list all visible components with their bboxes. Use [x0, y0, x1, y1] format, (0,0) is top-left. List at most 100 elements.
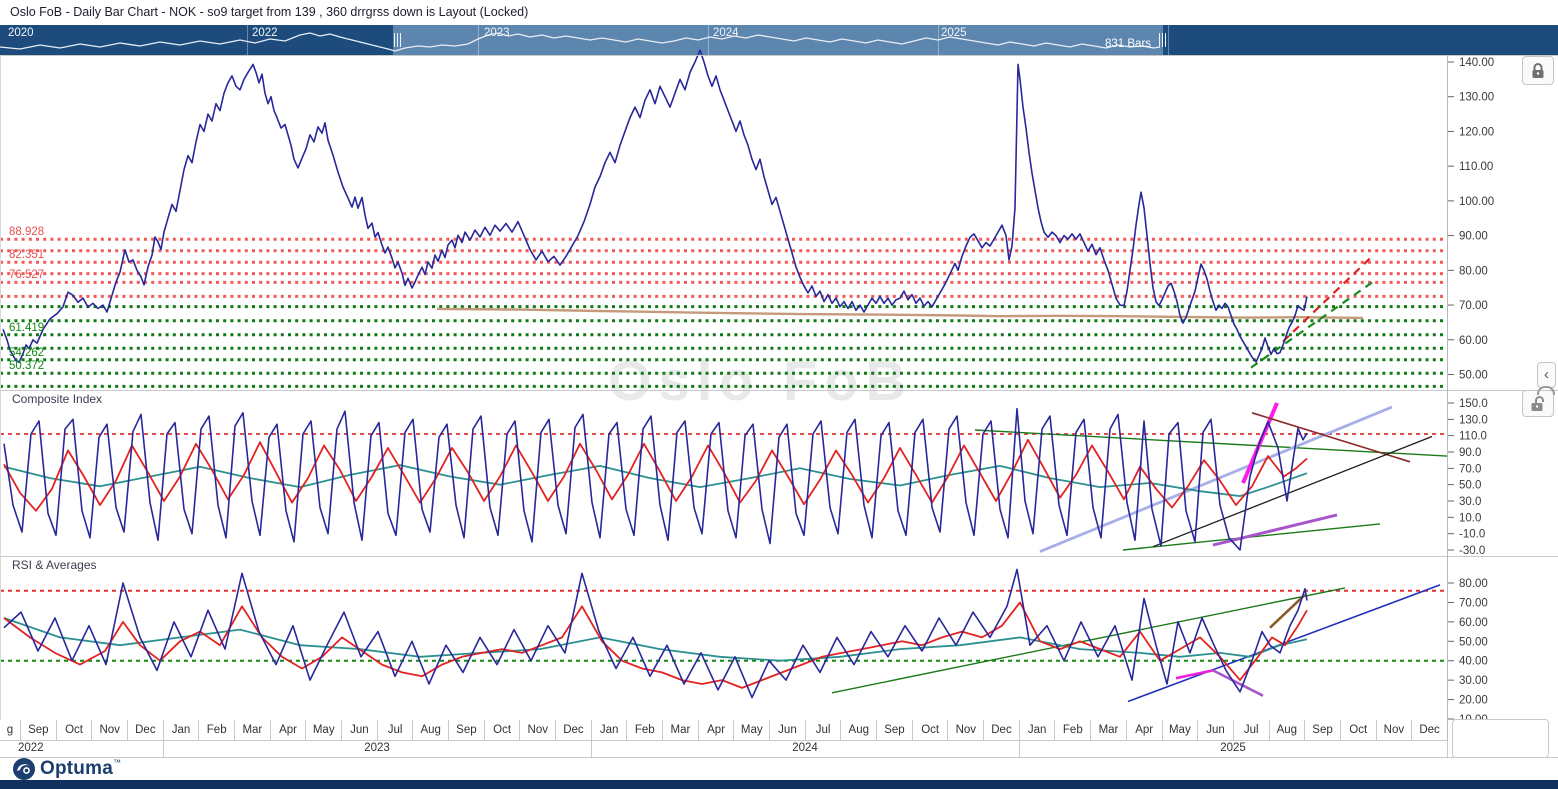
navigator-year-separator [1168, 25, 1169, 55]
price-level-label: 76.527 [9, 269, 45, 281]
axis-tick-label: 50.00 [1459, 370, 1488, 382]
navigator-year-label: 2025 [941, 27, 967, 39]
axis-tick-label: 120.00 [1459, 126, 1494, 138]
month-label: Dec [127, 720, 163, 740]
navigator-year-label: 2020 [8, 27, 34, 39]
rsi-line [3, 568, 1308, 699]
lock-main-button[interactable] [1522, 56, 1554, 85]
axis-border [1447, 55, 1448, 757]
separator-main-composite[interactable] [0, 390, 1558, 391]
chevron-left-icon: ‹ [1544, 365, 1549, 383]
separator-footer [0, 757, 1558, 758]
axis-tick-label: 70.00 [1459, 300, 1488, 312]
month-label: Jun [769, 720, 805, 740]
time-axis-months[interactable]: g Sep Oct Nov Dec Jan Feb Mar Apr May Jun Jul Aug Sep… [0, 720, 1447, 741]
month-label: Aug [412, 720, 448, 740]
axis-tick-label: 80.00 [1459, 578, 1488, 590]
price-axis[interactable] [1447, 56, 1558, 390]
moving-average-line [436, 307, 1364, 320]
composite-panel-title: Composite Index [12, 392, 103, 406]
composite-fast-ma-line [3, 438, 1308, 512]
year-separator [1019, 741, 1020, 757]
axis-tick-label: 80.00 [1459, 265, 1488, 277]
trademark-icon: ™ [112, 757, 121, 767]
year-separator [591, 741, 592, 757]
timeline-navigator[interactable]: 2020 2022 2023 2024 2025 831 Bars [0, 25, 1558, 55]
month-label: Dec [983, 720, 1019, 740]
year-label: 2025 [1220, 742, 1246, 754]
navigator-year-separator [938, 25, 939, 55]
axis-tick-label: 10.0 [1459, 512, 1481, 524]
axis-tick-label: -10.0 [1459, 529, 1485, 541]
bottom-bar [0, 780, 1558, 789]
refresh-icon[interactable] [1537, 386, 1555, 395]
axis-tick-label: 70.00 [1459, 597, 1488, 609]
optuma-logo-text: Optuma [40, 758, 113, 779]
price-level-label: 61.419 [9, 322, 45, 334]
left-border [0, 55, 1, 720]
axis-tick-label: 70.0 [1459, 463, 1481, 475]
axis-tick-label: 130.0 [1459, 414, 1488, 426]
month-label: Dec [555, 720, 591, 740]
axis-tick-label: 60.00 [1459, 335, 1488, 347]
trendline-violet-low [1212, 513, 1338, 547]
month-label: Nov [519, 720, 555, 740]
month-label: Feb [1054, 720, 1090, 740]
navigator-left-handle[interactable] [394, 33, 401, 47]
time-axis-years[interactable]: 2022 2023 2024 2025 [0, 741, 1558, 757]
axis-tick-label: 90.00 [1459, 231, 1488, 243]
navigator-year-label: 2024 [713, 27, 739, 39]
separator-composite-rsi[interactable] [0, 556, 1558, 557]
month-label: Apr [697, 720, 734, 740]
unlock-icon [1531, 395, 1544, 411]
rsi-slow-ma-line [3, 617, 1308, 662]
month-label: Oct [1339, 720, 1376, 740]
trendline-green-rising [831, 587, 1346, 694]
rsi-axis[interactable] [1447, 557, 1558, 720]
navigator-selection-window[interactable] [393, 25, 1163, 55]
navigator-year-label: 2022 [252, 27, 278, 39]
price-level-label: 54.262 [9, 347, 45, 359]
month-label: Nov [1375, 720, 1412, 740]
navigator-year-separator [478, 25, 479, 55]
month-label: Mar [234, 720, 270, 740]
month-label: Jul [376, 720, 413, 740]
month-label: Feb [198, 720, 234, 740]
month-label: Oct [911, 720, 948, 740]
axis-tick-label: 110.0 [1459, 431, 1487, 443]
year-separator [1447, 741, 1448, 757]
price-level-label: 82.351 [9, 249, 45, 261]
month-label: g [6, 724, 14, 736]
month-label: Sep [876, 720, 912, 740]
month-label: Mar [1090, 720, 1126, 740]
month-label: Jan [1018, 720, 1055, 740]
year-label: 2022 [18, 742, 44, 754]
lock-icon [1532, 62, 1544, 78]
month-label: May [733, 720, 769, 740]
collapse-panel-button[interactable]: ‹ [1537, 362, 1556, 388]
optuma-logo-icon [13, 758, 35, 780]
month-label: Aug [1268, 720, 1305, 740]
axis-tick-label: 90.0 [1459, 447, 1481, 459]
month-label: Mar [662, 720, 698, 740]
month-label: Sep [448, 720, 484, 740]
year-label: 2023 [364, 742, 390, 754]
month-label: Jan [590, 720, 627, 740]
navigator-right-handle[interactable] [1159, 33, 1166, 47]
axis-tick-label: 30.0 [1459, 496, 1481, 508]
axis-tick-label: 140.00 [1459, 57, 1494, 69]
month-label: Oct [483, 720, 520, 740]
month-label: Jun [1197, 720, 1233, 740]
month-label: Jan [162, 720, 199, 740]
axis-tick-label: 40.00 [1459, 656, 1488, 668]
navigator-bars-count: 831 Bars [1105, 38, 1152, 50]
month-label: Nov [947, 720, 983, 740]
month-label: Aug [840, 720, 876, 740]
separator-top [0, 55, 1558, 56]
lock-composite-button[interactable] [1522, 390, 1554, 417]
axis-tick-label: 20.00 [1459, 695, 1488, 707]
axis-tick-label: 50.00 [1459, 636, 1488, 648]
trendline-green-dashed-target [1250, 281, 1373, 369]
month-label: Oct [55, 720, 92, 740]
